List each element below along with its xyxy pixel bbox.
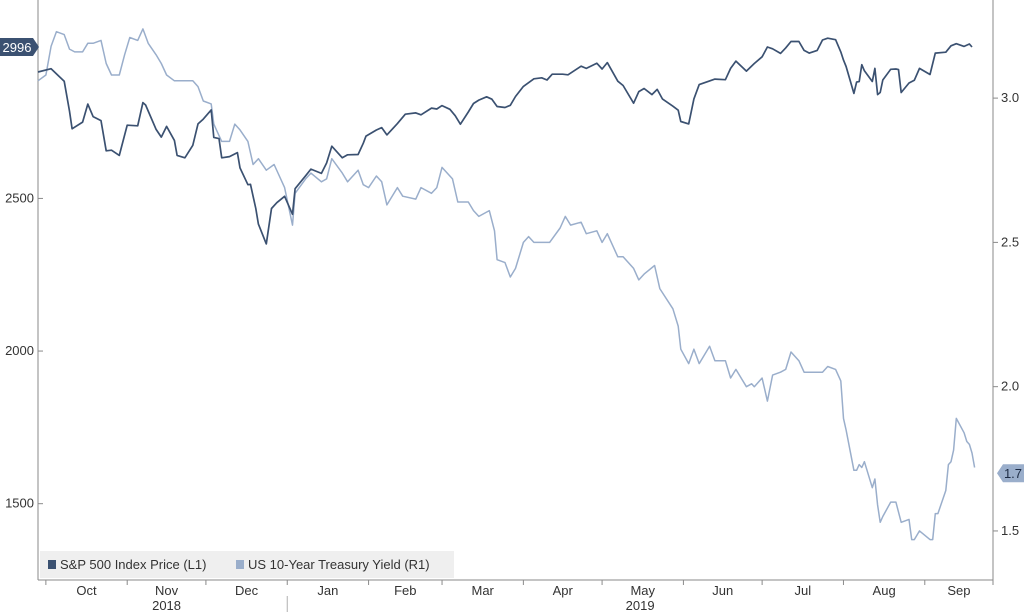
- right-tick-label: 2.5: [1001, 234, 1019, 249]
- right-tick-label: 1.5: [1001, 523, 1019, 538]
- x-month-label: Jun: [712, 583, 733, 598]
- legend-background: [40, 551, 454, 578]
- x-year-label: 2019: [626, 598, 655, 613]
- x-month-label: May: [630, 583, 655, 598]
- legend-label: S&P 500 Index Price (L1): [60, 557, 206, 572]
- yield-last-value-label: 1.7: [1004, 466, 1022, 481]
- legend-swatch: [236, 560, 244, 569]
- treasury-yield-series-line: [37, 28, 976, 541]
- x-month-label: Feb: [394, 583, 416, 598]
- axes: 1500 2000 2500 1.5 2.0 2.5 3.0 Oct Nov Dec Jan Feb M…: [5, 0, 1019, 613]
- sp500-last-value-tag: [0, 38, 39, 57]
- sp500-last-value-label: 2996: [3, 40, 32, 55]
- x-month-label: Mar: [472, 583, 495, 598]
- x-month-label: Jul: [794, 583, 811, 598]
- right-tick-label: 2.0: [1001, 379, 1019, 394]
- x-month-label: Sep: [947, 583, 970, 598]
- x-month-label: Nov: [155, 583, 179, 598]
- legend-label: US 10-Year Treasury Yield (R1): [248, 557, 430, 572]
- x-month-label: Apr: [553, 583, 574, 598]
- right-tick-label: 3.0: [1001, 90, 1019, 105]
- series-lines: [37, 28, 976, 541]
- left-tick-label: 1500: [5, 496, 34, 511]
- x-year-label: 2018: [152, 598, 181, 613]
- legend-swatch: [48, 560, 56, 569]
- left-tick-label: 2000: [5, 343, 34, 358]
- left-tick-label: 2500: [5, 190, 34, 205]
- legend: S&P 500 Index Price (L1) US 10-Year Treas…: [40, 551, 454, 578]
- yield-last-value-tag: [997, 464, 1024, 483]
- sp500-series-line: [37, 37, 973, 245]
- x-month-label: Dec: [235, 583, 259, 598]
- x-month-label: Jan: [317, 583, 338, 598]
- x-month-label: Oct: [76, 583, 97, 598]
- last-value-tags: 2996 1.7: [0, 38, 1024, 483]
- x-month-label: Aug: [873, 583, 896, 598]
